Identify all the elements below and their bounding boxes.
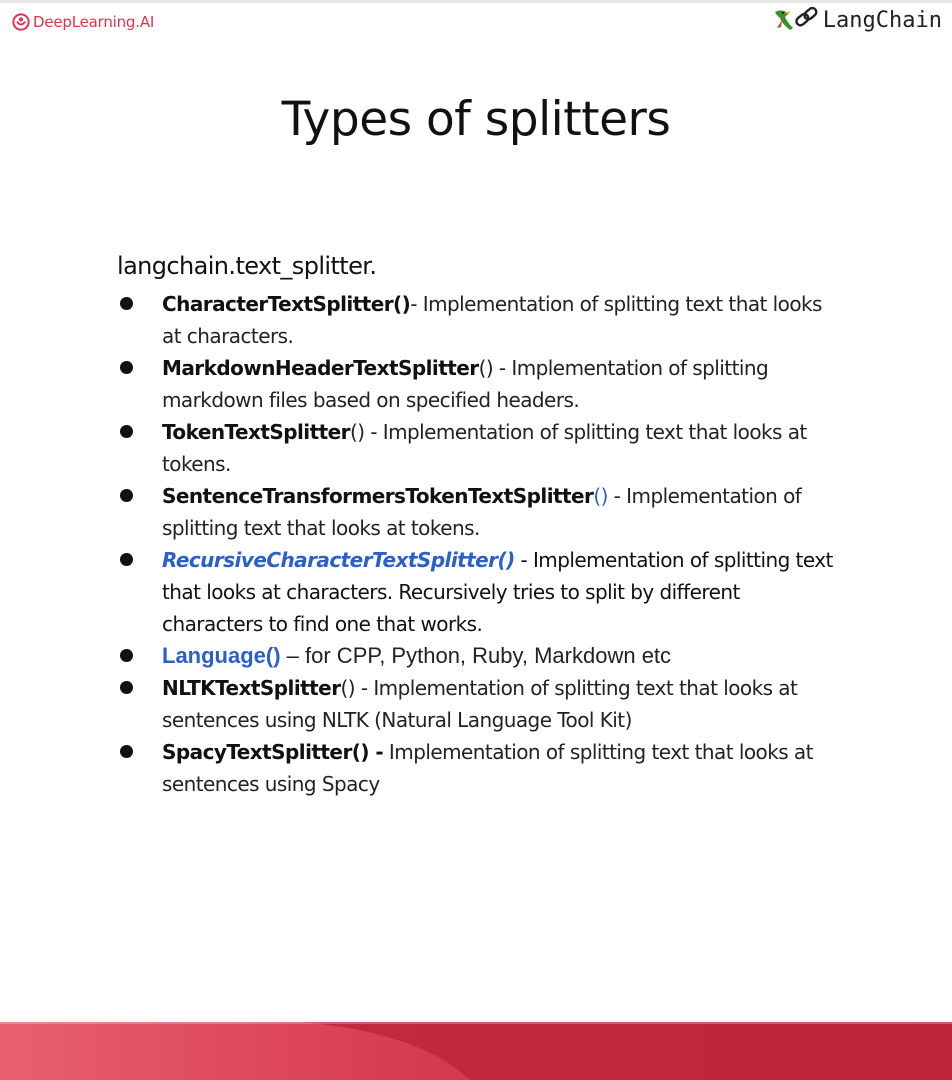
splitter-name: TokenTextSplitter [162, 420, 350, 444]
splitter-name: SentenceTransformersTokenTextSplitter [162, 484, 594, 508]
splitter-name-link[interactable]: RecursiveCharacterTextSplitter() [162, 548, 515, 572]
list-item-nltk-text-splitter: NLTKTextSplitter() - Implementation of s… [116, 672, 836, 736]
splitter-description: - Implementation of splitting markdown f… [162, 356, 769, 412]
splitter-name: SpacyTextSplitter() - [162, 740, 384, 764]
bullet-icon [120, 745, 133, 758]
langchain-logo-text: LangChain [822, 7, 942, 33]
splitter-name: MarkdownHeaderTextSplitter [162, 356, 479, 380]
deeplearning-logo: DeepLearning.AI [12, 13, 154, 31]
list-item-text: SpacyTextSplitter() - Implementation of … [162, 736, 836, 800]
list-item-character-text-splitter: CharacterTextSplitter()- Implementation … [116, 288, 836, 352]
bullet-icon [120, 425, 133, 438]
splitter-parens: () [478, 356, 494, 380]
list-item-text: RecursiveCharacterTextSplitter() - Imple… [162, 544, 836, 640]
list-item-text: CharacterTextSplitter()- Implementation … [162, 288, 836, 352]
parrot-link-icon [774, 6, 818, 30]
list-item-token-text-splitter: TokenTextSplitter() - Implementation of … [116, 416, 836, 480]
splitter-description: – for CPP, Python, Ruby, Markdown etc [280, 643, 672, 668]
splitter-parens: () [593, 484, 608, 508]
list-item-text: Language() – for CPP, Python, Ruby, Mark… [162, 640, 836, 672]
list-item-spacy-text-splitter: SpacyTextSplitter() - Implementation of … [116, 736, 836, 800]
splitter-name: CharacterTextSplitter() [162, 292, 411, 316]
splitter-description: - Implementation of splitting text that … [162, 292, 822, 348]
slide-title: Types of splitters [281, 92, 671, 147]
splitter-description: Implementation of splitting text that lo… [162, 740, 813, 796]
bullet-icon [120, 681, 133, 694]
splitter-name-link[interactable]: Language() [162, 643, 281, 668]
bullet-icon [120, 649, 133, 662]
list-item-text: SentenceTransformersTokenTextSplitter() … [162, 480, 836, 544]
top-border [0, 0, 952, 3]
deeplearning-icon [12, 13, 30, 31]
footer-wave-decoration [0, 1022, 952, 1080]
splitter-description: - Implementation of splitting text that … [162, 420, 807, 476]
list-item-markdown-header-text-splitter: MarkdownHeaderTextSplitter() - Implement… [116, 352, 836, 416]
list-item-sentence-transformers-token-text-splitter: SentenceTransformersTokenTextSplitter() … [116, 480, 836, 544]
splitter-name: NLTKTextSplitter [162, 676, 341, 700]
list-item-recursive-character-text-splitter: RecursiveCharacterTextSplitter() - Imple… [116, 544, 836, 640]
splitter-list: CharacterTextSplitter()- Implementation … [116, 288, 836, 800]
bullet-icon [120, 553, 133, 566]
deeplearning-logo-text: DeepLearning.AI [33, 13, 155, 31]
bullet-icon [120, 297, 133, 310]
splitter-parens: () [349, 420, 365, 444]
splitter-parens: () [340, 676, 356, 700]
list-item-text: MarkdownHeaderTextSplitter() - Implement… [162, 352, 836, 416]
bullet-icon [120, 361, 133, 374]
list-item-text: NLTKTextSplitter() - Implementation of s… [162, 672, 836, 736]
module-heading: langchain.text_splitter. [117, 252, 377, 280]
langchain-logo: LangChain [771, 6, 942, 34]
bullet-icon [120, 489, 133, 502]
splitter-description: - Implementation of splitting text that … [162, 548, 833, 636]
splitter-description: - Implementation of splitting text that … [162, 676, 798, 732]
list-item-language: Language() – for CPP, Python, Ruby, Mark… [116, 640, 836, 672]
splitter-description: - Implementation of splitting text that … [162, 484, 802, 540]
list-item-text: TokenTextSplitter() - Implementation of … [162, 416, 836, 480]
